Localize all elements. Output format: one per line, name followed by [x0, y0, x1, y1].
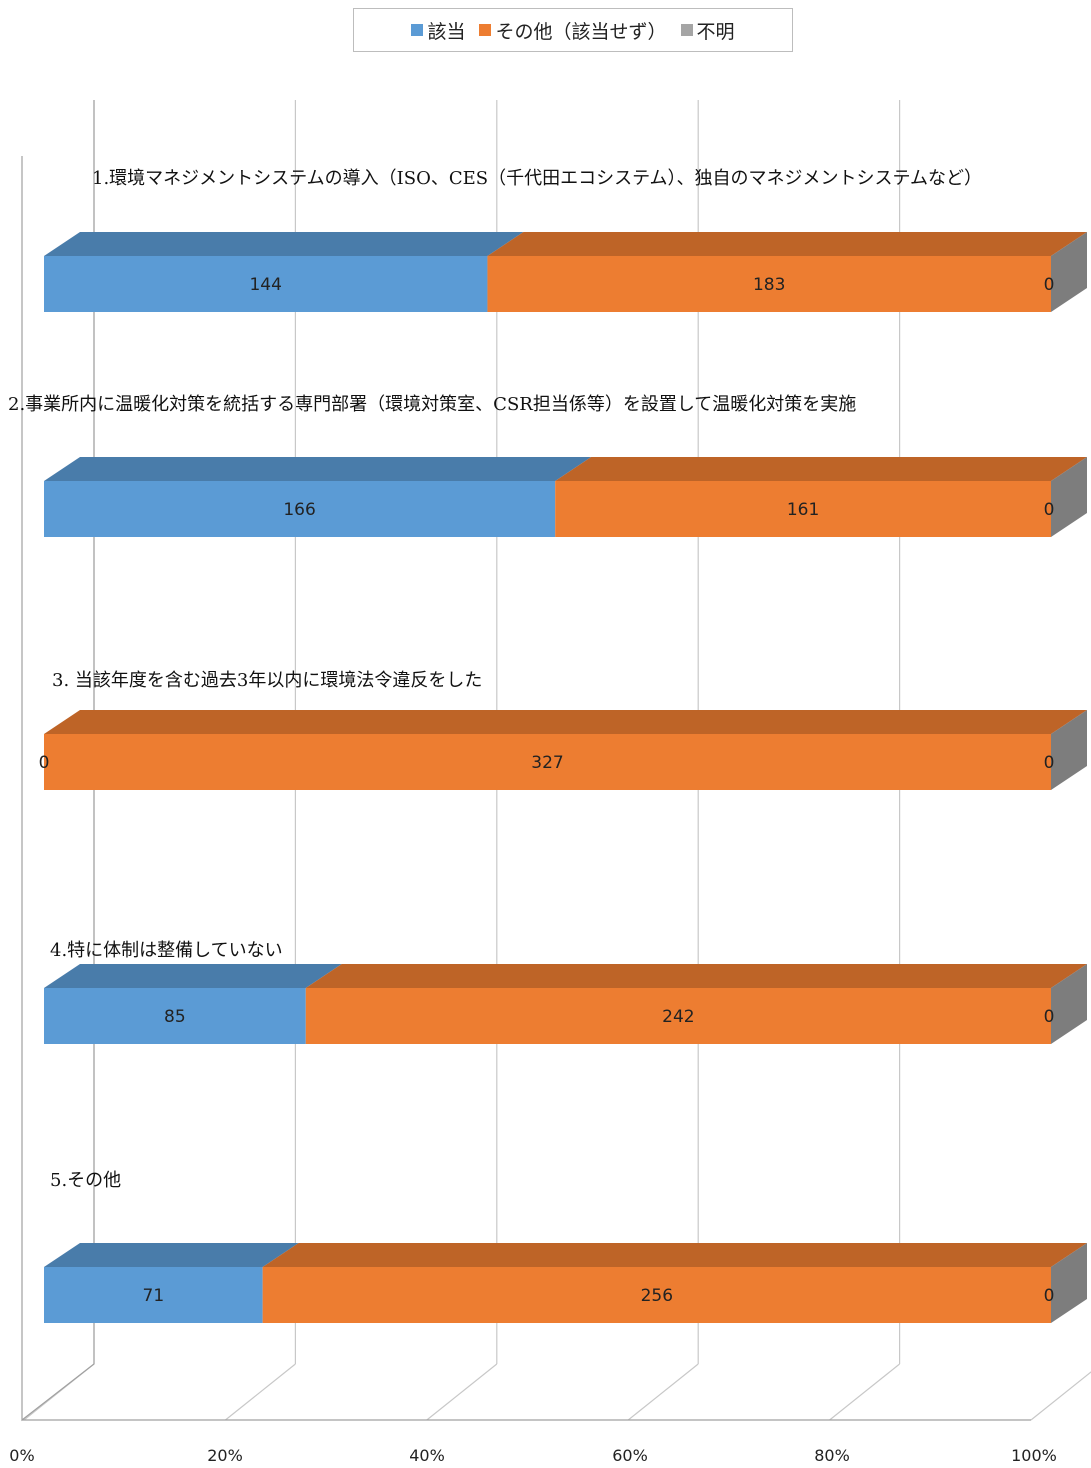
bar-0-series-1	[487, 256, 1051, 312]
bar-4-series-0-top	[44, 1243, 299, 1267]
bar-4-series-1	[262, 1267, 1051, 1323]
legend-item-unknown: 不明	[680, 17, 735, 44]
legend-swatch-applicable	[411, 24, 424, 36]
gridline-floor-4	[829, 1363, 900, 1421]
data-label-3-1: 242	[662, 1007, 694, 1027]
legend-swatch-not-applicable	[479, 24, 492, 36]
bar-0-end-cap	[1051, 232, 1087, 312]
bar-1-series-0	[44, 481, 556, 537]
data-label-0-1: 183	[753, 275, 785, 295]
bar-2-end-cap	[1051, 710, 1087, 790]
bar-3-series-0-top	[44, 964, 342, 988]
gridline-floor-2	[426, 1363, 498, 1421]
x-tick-label-5: 100%	[1011, 1446, 1057, 1465]
bar-2-series-1-top	[44, 710, 1087, 734]
legend-label-unknown: 不明	[696, 20, 735, 43]
x-tick-label-4: 80%	[814, 1446, 850, 1465]
data-label-2-2: 0	[1044, 753, 1055, 773]
bar-1-end-cap	[1051, 457, 1087, 537]
bar-3-series-1-top	[305, 964, 1087, 988]
bar-0-series-0-top	[44, 232, 524, 256]
x-tick-label-1: 20%	[207, 1446, 243, 1465]
data-label-1-0: 166	[283, 500, 315, 520]
data-label-4-0: 71	[143, 1286, 165, 1306]
data-label-0-0: 144	[249, 275, 281, 295]
x-tick-label-0: 0%	[9, 1446, 34, 1465]
bar-0-series-1-top	[487, 232, 1087, 256]
bar-4-series-1-top	[262, 1243, 1087, 1267]
bar-0-series-0	[44, 256, 488, 312]
legend-label-not-applicable: その他（該当せず）	[495, 20, 667, 43]
data-label-1-1: 161	[787, 500, 819, 520]
gridline-floor-5	[1030, 1371, 1091, 1421]
gridline-floor-1	[225, 1363, 296, 1421]
category-label-4: 5.その他	[50, 1170, 121, 1191]
data-label-3-0: 85	[164, 1007, 186, 1027]
bar-1-series-1	[555, 481, 1051, 537]
legend: 該当 その他（該当せず） 不明	[353, 8, 793, 52]
gridline-floor-3	[627, 1363, 699, 1421]
legend-item-applicable: 該当	[411, 17, 465, 44]
data-label-3-2: 0	[1044, 1007, 1055, 1027]
x-tick-label-2: 40%	[409, 1446, 445, 1465]
bar-2-series-1	[44, 734, 1051, 790]
legend-swatch-unknown	[680, 24, 693, 36]
x-tick-label-3: 60%	[612, 1446, 648, 1465]
data-label-0-2: 0	[1044, 275, 1055, 295]
data-label-2-0: 0	[39, 753, 50, 773]
data-label-4-2: 0	[1044, 1286, 1055, 1306]
bar-1-series-0-top	[44, 457, 592, 481]
data-label-2-1: 327	[531, 753, 563, 773]
category-label-0: 1.環境マネジメントシステムの導入（ISO、CES（千代田エコシステム）、独自の…	[92, 168, 982, 189]
legend-label-applicable: 該当	[427, 20, 466, 43]
bar-4-series-0	[44, 1267, 263, 1323]
bar-4-end-cap	[1051, 1243, 1087, 1323]
legend-item-not-applicable: その他（該当せず）	[479, 17, 667, 44]
category-label-2: 3. 当該年度を含む過去3年以内に環境法令違反をした	[52, 670, 482, 691]
category-label-3: 4.特に体制は整備していない	[50, 940, 283, 961]
bar-3-series-0	[44, 988, 306, 1044]
bar-1-series-1-top	[555, 457, 1087, 481]
data-label-4-1: 256	[641, 1286, 673, 1306]
data-label-1-2: 0	[1044, 500, 1055, 520]
category-label-1: 2.事業所内に温暖化対策を統括する専門部署（環境対策室、CSR担当係等）を設置し…	[8, 394, 856, 415]
bar-3-end-cap	[1051, 964, 1087, 1044]
bar-3-series-1	[305, 988, 1051, 1044]
